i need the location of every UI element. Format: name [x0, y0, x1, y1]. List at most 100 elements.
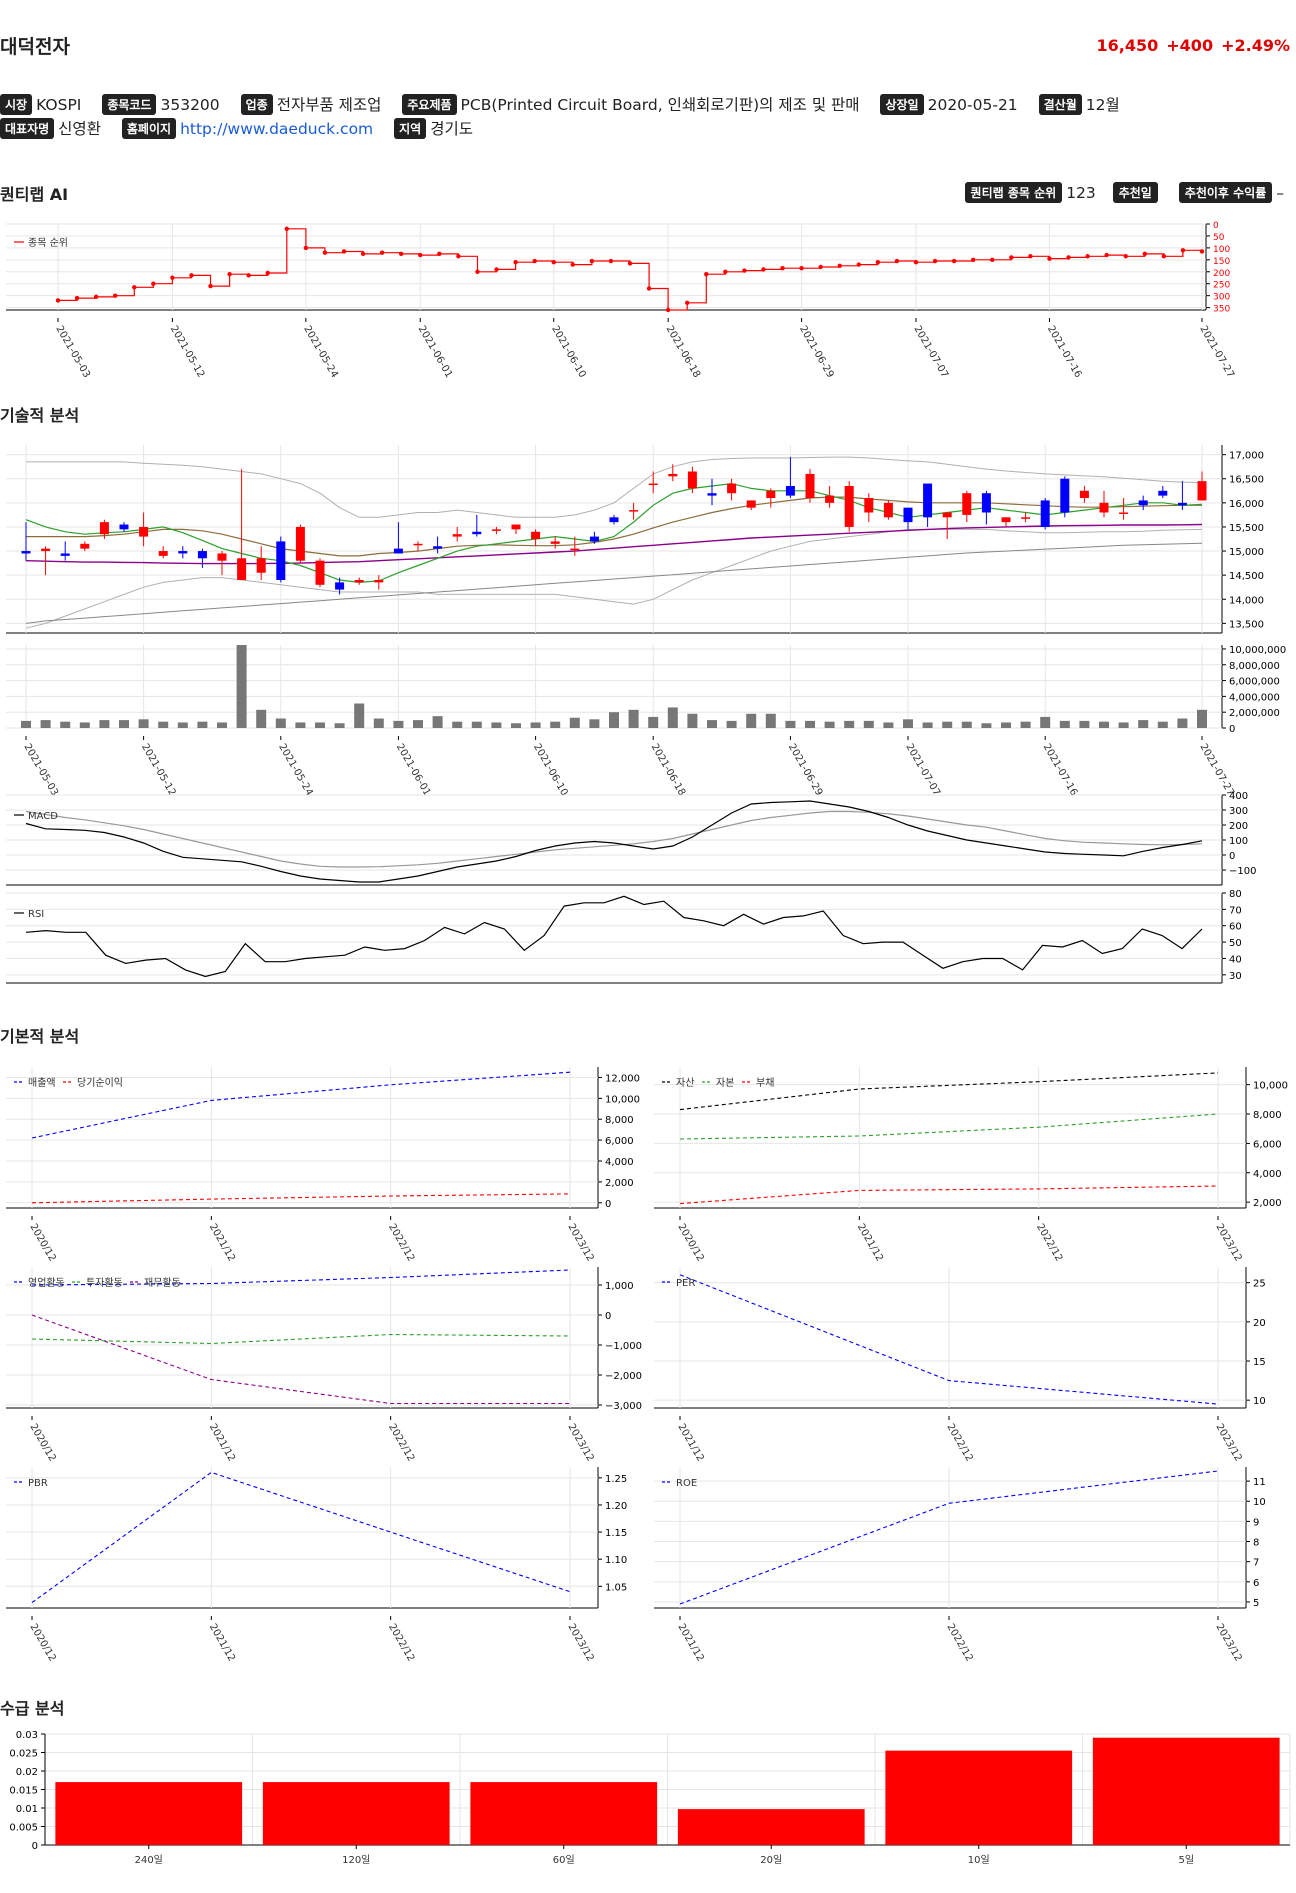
legend-label: 당기순이익: [77, 1077, 123, 1089]
volume-bar: [1157, 721, 1168, 728]
candle-body: [472, 531, 482, 535]
y-tick-label: 8,000: [1253, 1110, 1282, 1121]
x-tick-label: 2020/12: [27, 1422, 57, 1463]
ma5-line: [25, 482, 1202, 584]
rank-point: [608, 258, 614, 264]
y-tick-label: 10: [1253, 1396, 1266, 1407]
y-tick-label: 10,000: [1253, 1081, 1288, 1092]
y-tick-label: 70: [1229, 905, 1242, 916]
market-label: 시장: [0, 94, 33, 115]
cashflow-chart: −3,000 −2,000 −1,000 0 1,000 영업활동 투자활동 재무활동 2020…: [6, 1267, 642, 1463]
y-tick-label: 250: [1213, 281, 1230, 291]
rank-point: [551, 260, 556, 265]
pbr-chart: 1.05 1.10 1.15 1.20 1.25 PBR 2020/12 2021/12 202…: [6, 1467, 627, 1663]
rank-point: [742, 268, 747, 273]
candle-body: [1060, 478, 1070, 513]
volume-bar: [569, 717, 580, 728]
legend-label: 자산: [676, 1077, 694, 1089]
volume-bar: [315, 722, 325, 728]
volume-bar: [99, 720, 110, 728]
listing-label: 상장일: [880, 94, 924, 115]
rank-point: [1047, 256, 1052, 261]
plot-area: [654, 1267, 1246, 1408]
volume-bar: [21, 720, 31, 728]
rank-point: [265, 270, 270, 276]
legend-label: 부채: [756, 1077, 774, 1089]
y-tick-label: 200: [1229, 821, 1248, 832]
candle-body: [629, 510, 639, 512]
y-tick-label: 16,500: [1229, 475, 1264, 486]
x-tick-label: 2023/12: [1213, 1222, 1243, 1263]
y-tick-label: 300: [1229, 806, 1248, 817]
sector-value: 전자부품 제조업: [276, 96, 382, 114]
volume-bar: [275, 718, 286, 728]
y-tick-label: 15: [1253, 1357, 1266, 1368]
volume-bar: [334, 723, 345, 728]
y-tick-label: 10,000,000: [1229, 645, 1286, 656]
x-tick-label: 2021-06-29: [797, 324, 836, 380]
volume-bar: [1138, 720, 1149, 728]
candle-body: [393, 548, 403, 554]
fiscal-value: 12월: [1085, 96, 1120, 114]
legend-label: 매출액: [28, 1077, 56, 1089]
volume-bar: [197, 721, 208, 728]
legend-label: PBR: [28, 1478, 48, 1489]
series-line: [679, 1470, 1219, 1605]
legend-label: RSI: [28, 909, 44, 920]
y-tick-label: 11: [1253, 1477, 1266, 1488]
rank-point: [341, 249, 347, 254]
y-tick-label: 20: [1253, 1318, 1266, 1329]
volume-bar: [942, 721, 953, 728]
volume-bar: [452, 721, 463, 728]
candle-body: [197, 551, 207, 559]
rank-point: [704, 271, 709, 277]
rec-return-value: –: [1276, 184, 1284, 202]
rank-point: [1199, 249, 1205, 254]
price-block: 16,450 +400 +2.49%: [1089, 36, 1290, 55]
homepage-label: 홈페이지: [121, 118, 177, 139]
code-label: 종목코드: [102, 94, 157, 115]
plot-area: [6, 224, 1206, 310]
rank-point: [246, 273, 251, 278]
volume-bar: [1020, 721, 1031, 728]
homepage-link[interactable]: http://www.daeduck.com: [180, 120, 374, 138]
y-tick-label: 0: [605, 1199, 611, 1210]
y-tick-label: 400: [1229, 791, 1248, 802]
quant-info: 퀀티랩 종목 순위 123 추천일 추천이후 수익률 –: [953, 182, 1284, 203]
rank-point: [399, 251, 404, 257]
plot-area: [654, 1467, 1246, 1608]
candle-body: [139, 526, 149, 537]
y-tick-label: 8,000,000: [1229, 661, 1280, 672]
rank-point: [208, 283, 213, 289]
volume-bar: [295, 722, 306, 728]
candle-body: [570, 548, 580, 551]
x-tick-label: 2022/12: [386, 1622, 416, 1663]
rank-point: [1161, 254, 1167, 259]
volume-chart: 0 2,000,000 4,000,000 6,000,000 8,000,000 10,…: [6, 645, 1286, 798]
supply-chart: 0 0.005 0.01 0.015 0.02 0.025 0.03 240일 120일 60일 2…: [9, 1730, 1291, 1866]
bollinger-upper: [26, 456, 1203, 518]
candle-body: [844, 485, 854, 527]
x-tick-label: 2021/12: [675, 1622, 705, 1663]
rank-point: [1104, 252, 1109, 258]
rank-point: [570, 262, 575, 267]
y-tick-label: 0.025: [9, 1749, 38, 1760]
y-tick-label: 2,000,000: [1229, 708, 1280, 719]
rec-return-label: 추천이후 수익률: [1178, 182, 1273, 203]
y-tick-label: 0.015: [9, 1786, 38, 1797]
candle-body: [687, 471, 697, 489]
volume-bar: [413, 720, 423, 728]
candle-body: [491, 529, 501, 531]
volume-bar: [648, 716, 659, 728]
candle-body: [256, 558, 266, 573]
series-line: [679, 1113, 1219, 1140]
volume-bar: [961, 721, 972, 728]
legend-label: ROE: [676, 1478, 697, 1489]
x-tick-label: 60일: [553, 1854, 575, 1866]
y-tick-label: 14,000: [1229, 595, 1264, 606]
x-tick-label: 2021-05-03: [53, 324, 92, 380]
candle-body: [785, 485, 795, 496]
rank-point: [322, 250, 328, 255]
volume-bar: [726, 720, 737, 728]
volume-bar: [393, 720, 404, 728]
